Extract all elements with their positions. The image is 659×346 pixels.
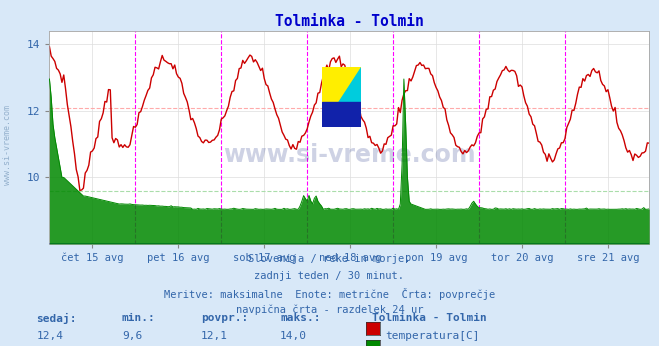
Text: Slovenija / reke in morje.: Slovenija / reke in morje. (248, 254, 411, 264)
Text: Tolminka - Tolmin: Tolminka - Tolmin (372, 313, 487, 323)
Text: 12,1: 12,1 (201, 331, 228, 341)
Polygon shape (322, 67, 361, 127)
Title: Tolminka - Tolmin: Tolminka - Tolmin (275, 13, 424, 29)
Text: 14,0: 14,0 (280, 331, 307, 341)
Text: povpr.:: povpr.: (201, 313, 248, 323)
Text: maks.:: maks.: (280, 313, 320, 323)
Polygon shape (322, 67, 361, 127)
Text: www.si-vreme.com: www.si-vreme.com (223, 143, 476, 166)
Text: www.si-vreme.com: www.si-vreme.com (3, 105, 13, 185)
Text: 9,6: 9,6 (122, 331, 142, 341)
Text: 12,4: 12,4 (36, 331, 63, 341)
Text: sedaj:: sedaj: (36, 313, 76, 324)
Text: navpična črta - razdelek 24 ur: navpična črta - razdelek 24 ur (236, 304, 423, 315)
Text: min.:: min.: (122, 313, 156, 323)
Text: Meritve: maksimalne  Enote: metrične  Črta: povprečje: Meritve: maksimalne Enote: metrične Črta… (164, 288, 495, 300)
Text: zadnji teden / 30 minut.: zadnji teden / 30 minut. (254, 271, 405, 281)
Polygon shape (322, 102, 361, 127)
Text: temperatura[C]: temperatura[C] (386, 331, 480, 341)
